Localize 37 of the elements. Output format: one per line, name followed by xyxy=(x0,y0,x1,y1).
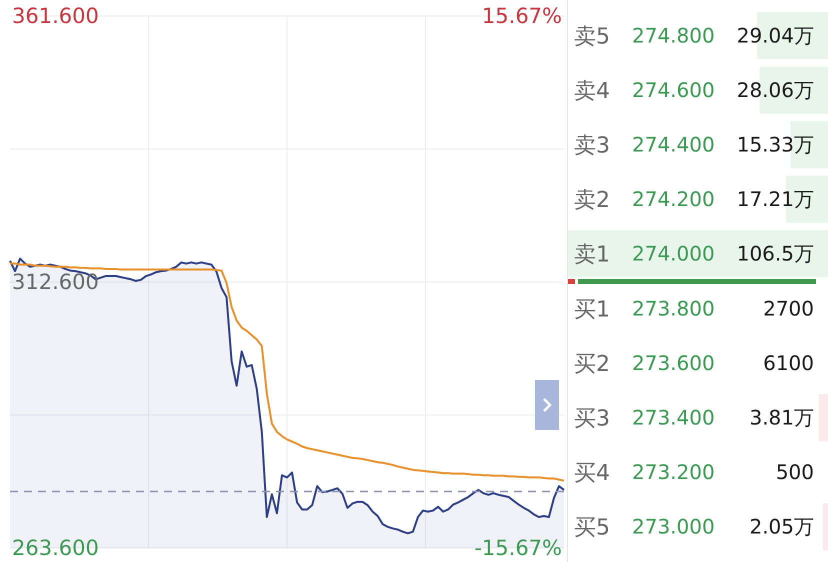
y-tick-label: 263.600 xyxy=(12,536,99,560)
annotation: 6100 xyxy=(763,350,814,375)
annotation: 17.21万 xyxy=(736,187,814,212)
annotation: 106.5万 xyxy=(736,242,814,266)
annotation: 15.33万 xyxy=(736,132,814,156)
y2-tick-label: 15.67% xyxy=(482,4,562,28)
annotation: 273.000 xyxy=(632,514,715,539)
annotation: 273.200 xyxy=(632,460,715,484)
annotation: 274.800 xyxy=(632,23,715,48)
annotation: 274.400 xyxy=(632,132,715,156)
y-tick-label: 买2 xyxy=(574,352,610,377)
annotation: 274.000 xyxy=(632,242,715,266)
annotation: 273.400 xyxy=(632,406,715,430)
y-tick-label: 买1 xyxy=(574,297,610,322)
y-tick-label: 买5 xyxy=(574,516,610,541)
annotation: 273.800 xyxy=(632,296,715,320)
annotation: 2700 xyxy=(763,296,814,320)
annotation: 273.600 xyxy=(632,350,715,375)
y-tick-label: 卖1 xyxy=(574,242,610,268)
line-series xyxy=(9,262,565,482)
annotation: 500 xyxy=(776,460,814,484)
y-tick-label: 买3 xyxy=(574,406,610,432)
annotation: 274.600 xyxy=(632,78,715,102)
annotation: 29.04万 xyxy=(736,23,814,48)
annotation: 28.06万 xyxy=(736,78,814,102)
y-tick-label: 卖2 xyxy=(574,188,610,214)
annotation: 2.05万 xyxy=(749,514,814,539)
annotation: 274.200 xyxy=(632,187,715,212)
y-tick-label: 卖3 xyxy=(574,134,610,158)
y-tick-label: 361.600 xyxy=(12,4,99,28)
y-tick-label: 买4 xyxy=(574,461,610,486)
y-tick-label: 卖5 xyxy=(574,24,610,50)
y-tick-label: 卖4 xyxy=(574,78,610,104)
bar xyxy=(568,230,828,278)
y-tick-label: 312.600 xyxy=(12,270,99,294)
annotation: 3.81万 xyxy=(749,406,814,430)
y2-tick-label: -15.67% xyxy=(474,536,562,560)
